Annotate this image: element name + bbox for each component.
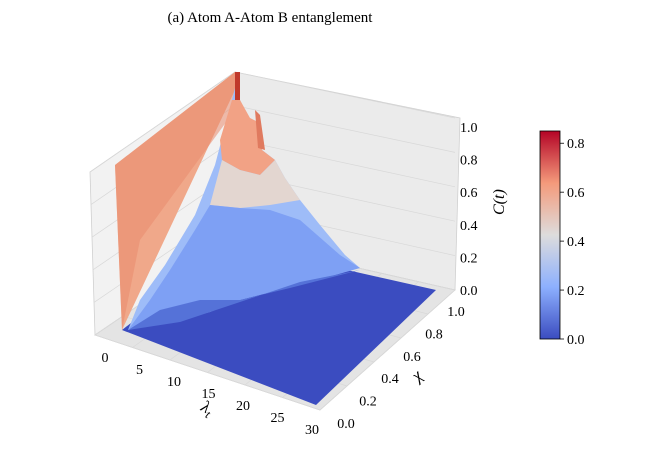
z-tick-label: 0.4 bbox=[460, 219, 478, 234]
y-tick-label: 0.4 bbox=[381, 372, 399, 387]
y-axis-label: χ bbox=[406, 366, 427, 387]
colorbar-tick-label: 0.4 bbox=[567, 235, 585, 250]
x-tick-label: 15 bbox=[202, 387, 216, 402]
surface-ridge bbox=[128, 72, 360, 330]
y-tick-label: 0.6 bbox=[403, 350, 421, 365]
colorbar-tick-label: 0.0 bbox=[567, 333, 585, 348]
ridge-peak bbox=[220, 100, 275, 175]
ridge-base bbox=[128, 270, 360, 330]
ridge-crest bbox=[235, 72, 240, 100]
z-ticks: 0.0 0.2 0.4 0.6 0.8 1.0 bbox=[460, 121, 478, 299]
x-tick-label: 30 bbox=[305, 423, 319, 438]
colorbar-ticks: 0.0 0.2 0.4 0.6 0.8 bbox=[560, 137, 585, 348]
y-ticks: 0.0 0.2 0.4 0.6 0.8 1.0 bbox=[337, 305, 465, 432]
grid-line bbox=[234, 105, 456, 153]
y-tick-label: 1.0 bbox=[447, 305, 465, 320]
y-tick-label: 0.8 bbox=[425, 327, 443, 342]
surface-wall-shade bbox=[115, 72, 235, 330]
grid-line bbox=[234, 71, 456, 119]
y-tick-label: 0.0 bbox=[337, 417, 355, 432]
colorbar-tick-label: 0.6 bbox=[567, 186, 585, 201]
x-tick-label: 10 bbox=[167, 375, 181, 390]
z-tick-label: 0.2 bbox=[460, 251, 478, 266]
x-tick-label: 20 bbox=[236, 399, 250, 414]
x-ticks: 0 5 10 15 20 25 30 bbox=[102, 351, 320, 438]
ridge-lower bbox=[128, 205, 360, 330]
grid-line bbox=[94, 334, 321, 411]
x-tick-label: 0 bbox=[102, 351, 109, 366]
grid-line bbox=[319, 289, 456, 411]
z-tick-label: 0.0 bbox=[460, 284, 478, 299]
z-tick-label: 0.8 bbox=[460, 154, 478, 169]
grid-line bbox=[89, 71, 236, 173]
colorbar-tick-label: 0.8 bbox=[567, 137, 585, 152]
x-tick-label: 5 bbox=[136, 363, 143, 378]
grid-line bbox=[234, 138, 456, 188]
z-axis-label: C(t) bbox=[491, 189, 508, 215]
z-tick-label: 1.0 bbox=[460, 121, 478, 136]
chart-title: (a) Atom A-Atom B entanglement bbox=[167, 10, 373, 26]
z-tick-label: 0.6 bbox=[460, 186, 478, 201]
colorbar-tick-label: 0.2 bbox=[567, 284, 585, 299]
y-tick-label: 0.2 bbox=[359, 395, 377, 410]
ridge-mid bbox=[210, 160, 300, 208]
ridge-spike bbox=[255, 110, 265, 150]
x-tick-label: 25 bbox=[271, 411, 285, 426]
colorbar bbox=[539, 130, 561, 340]
